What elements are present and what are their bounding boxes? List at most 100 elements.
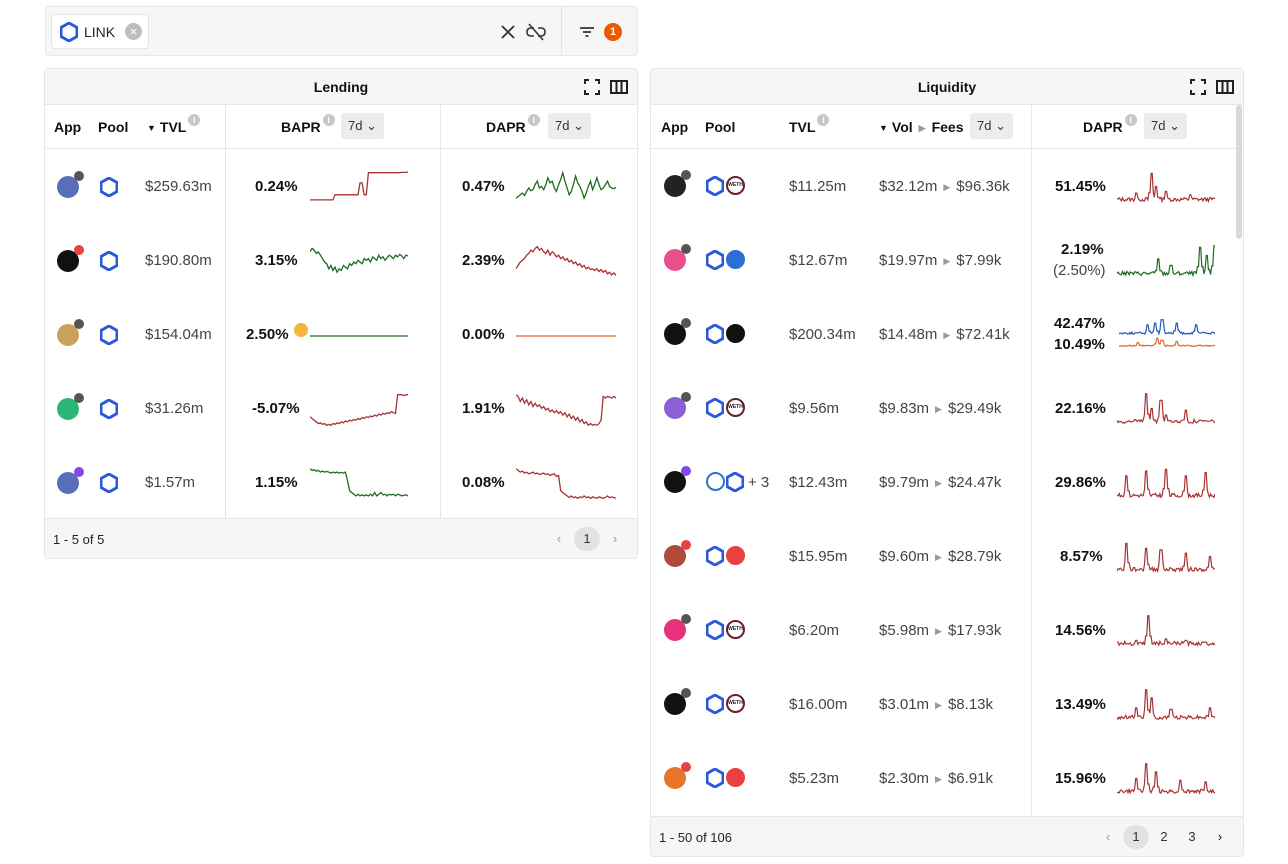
sparkline-path [1117,468,1215,499]
expand-icon[interactable] [584,79,600,95]
dapr-sparkline [1117,763,1215,795]
table-row[interactable]: $15.95m $9.60m ▶ $28.79k 8.57% [651,519,1233,593]
table-row[interactable]: WETH $9.56m $9.83m ▶ $29.49k 22.16% [651,371,1233,445]
filter-icon[interactable] [576,21,598,43]
table-row[interactable]: $259.63m 0.24% 0.47% [45,149,637,223]
dapr-secondary-value: 10.49% [1054,336,1105,353]
app-logo-icon [664,175,686,197]
table-row[interactable]: WETH $16.00m $3.01m ▶ $8.13k 13.49% [651,667,1233,741]
usdc-token-icon [706,472,725,491]
info-icon[interactable]: i [817,114,830,126]
col-pool[interactable]: Pool [705,119,736,135]
column-divider [440,105,441,519]
col-tvl-label: TVL [159,119,187,135]
sort-desc-icon: ▼ [879,123,888,134]
prev-page-icon[interactable]: ‹ [1105,829,1111,844]
col-dapr[interactable]: DAPR i [1083,114,1137,135]
bapr-sparkline [310,394,408,427]
col-app[interactable]: App [661,119,689,135]
app-logo-icon [664,249,686,271]
extra-tokens-count[interactable]: + 3 [748,474,770,491]
col-tvl[interactable]: ▼ TVL i [147,114,201,135]
chainlink-pool-icon [706,620,724,640]
dapr-sparkline [516,335,616,337]
columns-icon[interactable] [1216,79,1234,95]
columns-icon[interactable] [610,79,628,95]
col-bapr[interactable]: BAPR i [281,114,335,135]
col-app[interactable]: App [54,119,82,135]
vol-value: $5.98m [879,622,930,639]
vol-value: $9.79m [879,474,930,491]
unlink-icon[interactable] [525,21,547,43]
next-page-icon[interactable]: › [1217,829,1223,844]
fees-value: $17.93k [947,622,1002,639]
col-dapr-label: DAPR [486,119,526,135]
app-logo-icon [664,767,686,789]
arrow-right-icon: ▶ [935,626,942,636]
page-3-button[interactable]: 3 [1188,829,1196,844]
tvl-value: $259.63m [145,178,212,195]
dapr-sparkline [1117,542,1215,573]
dapr-period-select[interactable]: 7d ⌄ [1144,113,1187,139]
info-icon[interactable]: i [322,114,335,126]
table-row[interactable]: $5.23m $2.30m ▶ $6.91k 15.96% [651,741,1233,815]
col-bapr-label: BAPR [281,119,321,135]
column-divider [225,105,226,519]
expand-icon[interactable] [1190,79,1206,95]
col-tvl[interactable]: TVL i [789,114,830,135]
app-logo-icon [57,398,79,420]
page-2-button[interactable]: 2 [1160,829,1168,844]
next-page-icon[interactable]: › [612,531,618,546]
table-row[interactable]: $12.67m $19.97m ▶ $7.99k 2.19% (2.50%) [651,223,1233,297]
col-vol-label: Vol [891,119,913,135]
table-row[interactable]: $154.04m 2.50% 0.00% [45,297,637,371]
page-1-button[interactable]: 1 [574,527,600,551]
table-row[interactable]: + 3 $12.43m $9.79m ▶ $24.47k 29.86% [651,445,1233,519]
table-row[interactable]: $31.26m -5.07% 1.91% [45,371,637,445]
table-row[interactable]: WETH $11.25m $32.12m ▶ $96.36k 51.45% [651,149,1233,223]
table-row[interactable]: $200.34m $14.48m ▶ $72.41k 42.47% 10.49% [651,297,1233,371]
bapr-sparkline [310,468,408,497]
dapr-sparkline [1117,172,1215,204]
chainlink-pool-icon [706,398,724,418]
arrow-right-icon: ▶ [935,404,942,414]
dapr-sparkline [1117,393,1215,425]
arrow-right-icon: ▶ [943,256,951,266]
app-logo-icon [664,323,686,345]
table-row[interactable]: $1.57m 1.15% 0.08% [45,445,637,519]
remove-chip-icon[interactable]: × [125,23,142,40]
vol-period-select[interactable]: 7d ⌄ [970,113,1013,139]
pair-token-icon: WETH [726,398,745,417]
tvl-value: $16.00m [789,696,848,713]
chip-label: LINK [84,23,116,40]
token-filter-chip[interactable]: LINK × [51,14,149,49]
col-vol-fees[interactable]: ▼ Vol ▶ Fees [879,119,964,135]
table-row[interactable]: $190.80m 3.15% 2.39% [45,223,637,297]
table-row[interactable]: WETH $6.20m $5.98m ▶ $17.93k 14.56% [651,593,1233,667]
bapr-value: 0.24% [255,178,298,195]
sparkline-path [310,468,408,497]
col-pool[interactable]: Pool [98,119,129,135]
dapr-value: 42.47% [1054,315,1105,332]
info-icon[interactable]: i [1124,114,1137,126]
chain-badge-icon [74,171,84,181]
lending-panel: Lending App Pool ▼ TVL i BAPR i 7d ⌄ DAPR i … [44,68,638,559]
bapr-period-select[interactable]: 7d ⌄ [341,113,384,139]
dapr-period-select[interactable]: 7d ⌄ [548,113,591,139]
prev-page-icon[interactable]: ‹ [556,531,562,546]
chainlink-pool-icon [100,325,118,345]
scrollbar-thumb[interactable] [1236,105,1242,239]
clear-icon[interactable] [497,21,519,43]
info-icon[interactable]: i [527,114,540,126]
chainlink-pool-icon [726,472,744,492]
fees-value: $72.41k [956,326,1010,343]
vol-value: $32.12m [879,178,938,195]
dapr-value: 14.56% [1055,622,1106,639]
col-dapr[interactable]: DAPR i [486,114,540,135]
page-1-button[interactable]: 1 [1123,825,1149,849]
info-icon[interactable]: i [188,114,201,126]
dapr-sparkline [516,468,616,500]
fees-value: $29.49k [947,400,1002,417]
app-logo-icon [664,693,686,715]
chainlink-pool-icon [706,324,724,344]
